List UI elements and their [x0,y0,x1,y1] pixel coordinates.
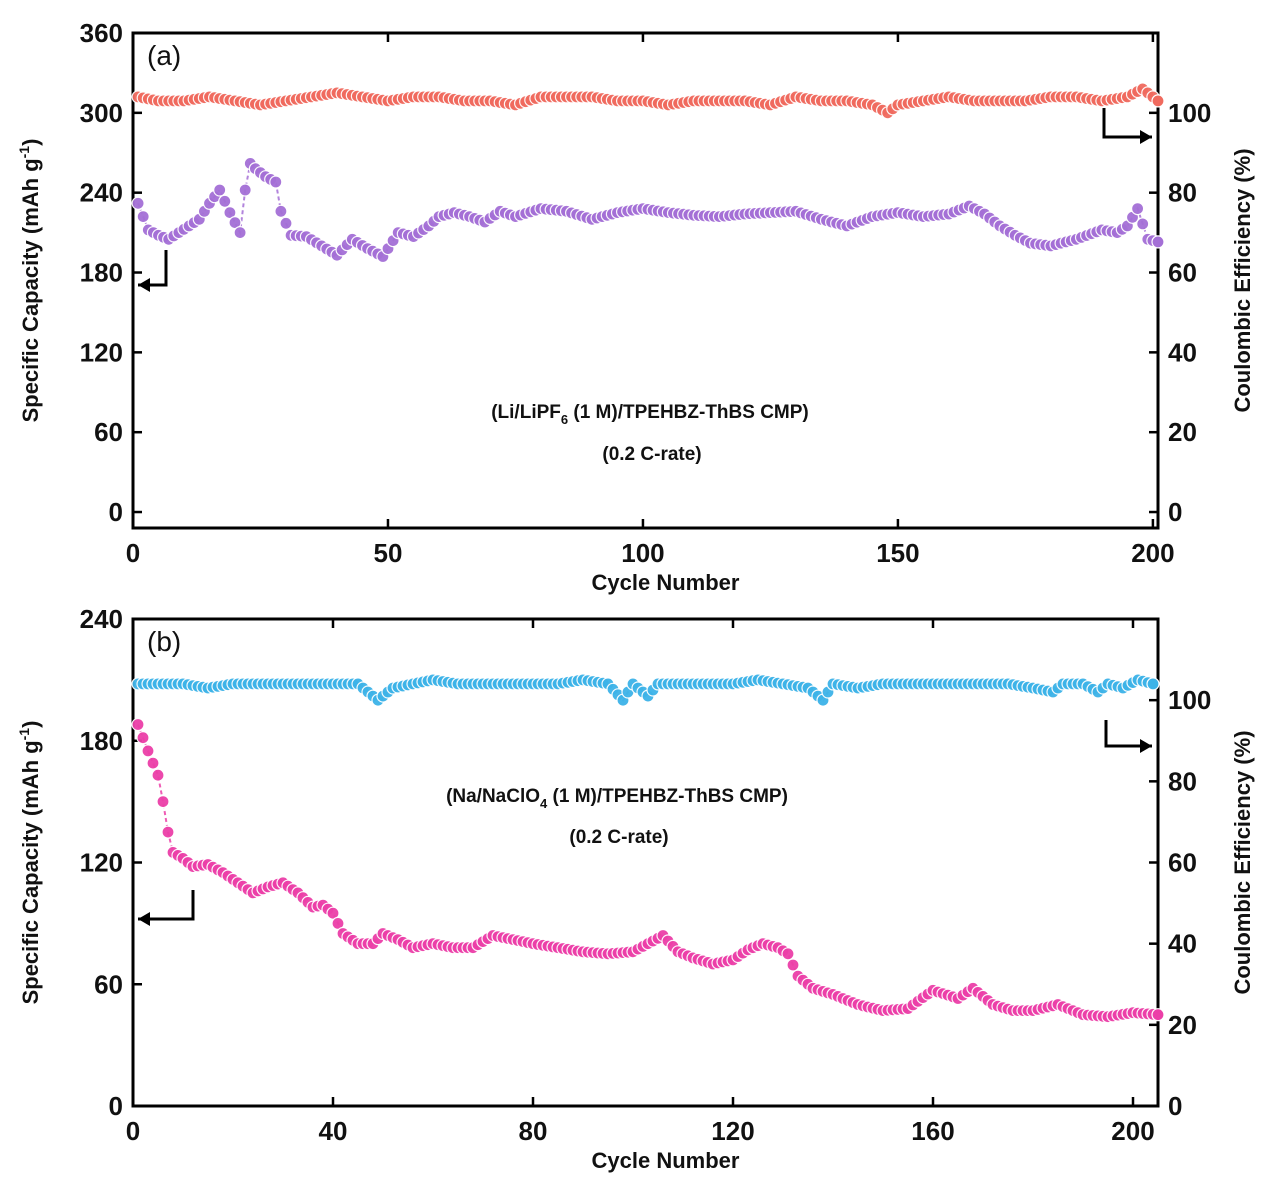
annotation-rest: (1 M)/TPEHBZ-ThBS CMP) [568,402,809,423]
y2-tick-label: 100 [1168,685,1211,715]
panel-label: (b) [147,626,181,657]
data-point [1136,217,1150,231]
y2-axis-title: Coulombic Efficiency (%) [1230,730,1255,994]
y-axis-title-close: ) [18,721,43,728]
y-axis-title-main: Specific Capacity (mAh g [18,740,43,1004]
annotation-main: (Li/LiPF [491,402,561,423]
y2-tick-label: 0 [1168,1091,1182,1121]
y-tick-label: 180 [80,726,123,756]
data-point [141,744,155,758]
y2-tick-label: 0 [1168,497,1182,527]
y2-tick-label: 40 [1168,337,1197,367]
y-axis-title: Specific Capacity (mAh g-1) [16,139,43,423]
y2-tick-label: 40 [1168,929,1197,959]
axis-arrow-right [1104,720,1152,748]
axis-arrow-left [138,890,195,921]
y2-tick-label: 20 [1168,1010,1197,1040]
x-tick-label: 150 [876,538,919,568]
annotation-line2: (0.2 C-rate) [602,444,701,465]
data-point [786,958,800,972]
x-tick-label: 200 [1111,1116,1154,1146]
y2-tick-label: 60 [1168,848,1197,878]
y-axis-title-close: ) [18,139,43,146]
x-tick-label: 0 [126,1116,140,1146]
y-axis-title-sup: -1 [16,146,32,159]
data-point [1151,94,1165,108]
axis-arrow-head-left [138,278,150,292]
y-tick-label: 360 [80,18,123,48]
annotation-line2: (0.2 C-rate) [569,827,668,848]
data-point [781,947,795,961]
y-tick-label: 300 [80,98,123,128]
y-tick-label: 60 [94,969,123,999]
y-tick-label: 240 [80,178,123,208]
x-tick-label: 40 [319,1116,348,1146]
y2-tick-label: 20 [1168,417,1197,447]
annotation-sub: 6 [561,412,568,427]
series-line-left [137,724,1159,1018]
y-tick-label: 120 [80,337,123,367]
y2-tick-label: 80 [1168,766,1197,796]
axis-arrow-head-right [1140,130,1152,144]
axis-arrow-left [138,250,168,287]
data-point [1130,202,1145,216]
y-tick-label: 240 [80,604,123,634]
panel-a: 0 50 100 150 200 0 60 120 180 240 300 360 0 20 40 60 80 1… [16,18,1255,595]
data-point [233,226,247,240]
data-point [156,794,170,809]
y-tick-label: 0 [109,497,123,527]
data-point [274,204,288,218]
x-tick-label: 200 [1131,538,1174,568]
data-point [1146,677,1160,691]
data-point [269,175,283,189]
data-point [131,717,145,732]
data-point [279,216,293,230]
y-axis-title-sup: -1 [16,728,32,741]
data-point [1151,1008,1165,1022]
axis-arrow-right [1102,108,1152,139]
plot-frame [131,31,1160,530]
x-tick-label: 0 [126,538,140,568]
annotation-main: (Na/NaClO [446,786,540,807]
data-point [136,210,150,224]
axis-arrow-head-right [1140,739,1152,753]
y-tick-label: 180 [80,258,123,288]
y2-axis-title: Coulombic Efficiency (%) [1230,148,1255,412]
x-tick-label: 80 [519,1116,548,1146]
data-point [131,196,145,210]
series-line-left [137,161,1159,258]
data-point [151,768,165,782]
x-tick-label: 50 [374,538,403,568]
x-axis-title: Cycle Number [592,570,740,595]
data-point [161,825,175,839]
y-tick-label: 120 [80,848,123,878]
data-point [146,756,160,770]
y-axis-title-main: Specific Capacity (mAh g [18,158,43,422]
panel-b: 0 40 80 120 160 200 0 60 120 180 240 0 20 40 60 80 100 Cy… [16,604,1255,1173]
y-tick-label: 60 [94,417,123,447]
y2-tick-label: 100 [1168,98,1211,128]
annotation-line1: (Li/LiPF6 (1 M)/TPEHBZ-ThBS CMP) [491,402,809,427]
data-point [213,183,227,197]
data-point [218,194,232,208]
data-point [136,731,150,745]
y2-tick-label: 60 [1168,258,1197,288]
annotation-sub: 4 [540,796,548,811]
y-tick-label: 0 [109,1091,123,1121]
x-tick-label: 160 [911,1116,954,1146]
x-tick-label: 120 [711,1116,754,1146]
data-point [1151,235,1165,249]
axis-arrow-head-left [138,912,150,926]
panel-label: (a) [147,40,181,71]
annotation-line1: (Na/NaClO4 (1 M)/TPEHBZ-ThBS CMP) [446,786,788,811]
data-point [238,183,252,197]
y2-tick-label: 80 [1168,178,1197,208]
annotation-rest: (1 M)/TPEHBZ-ThBS CMP) [547,786,788,807]
x-tick-label: 100 [621,538,664,568]
y-axis-title: Specific Capacity (mAh g-1) [16,721,43,1005]
x-axis-title: Cycle Number [592,1148,740,1173]
